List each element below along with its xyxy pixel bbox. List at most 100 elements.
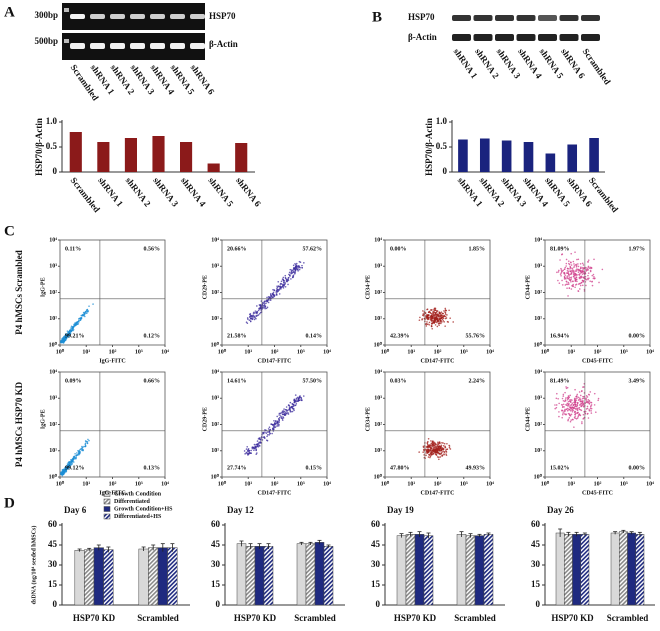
event-dot [432,445,435,448]
event-dot [422,314,424,317]
event-dot [582,386,585,388]
y-tick-label: 10² [374,422,382,428]
y-axis-label: IgG-PE [40,277,46,297]
event-dot [571,269,574,271]
event-dot [87,438,89,441]
bar [69,132,82,172]
plot-frame [544,371,651,478]
event-dot [576,407,578,410]
event-dot [63,468,65,471]
x-tick-label: 10⁰ [541,348,550,355]
event-dot [589,406,592,408]
bar [207,163,220,172]
x-axis-label: CD147-FITC [258,358,292,364]
event-dot [445,451,448,453]
event-dot [571,406,574,409]
event-dot [433,313,435,316]
bar [263,546,274,606]
event-dot [276,285,278,287]
event-dot [567,419,569,422]
x-tick-label: shRNA 1 [96,175,125,209]
event-dot [436,310,438,312]
x-tick-label: shRNA 4 [179,175,208,209]
event-dot [273,289,276,292]
event-dot [564,266,567,269]
bar [323,546,334,606]
event-dot [69,332,71,335]
event-dot [572,271,575,274]
event-dot [65,468,68,471]
event-dot [558,411,560,413]
event-dot [581,422,583,425]
event-dot [276,286,279,289]
event-dot [443,451,446,453]
event-dot [432,449,434,452]
event-dot [276,422,278,425]
x-tick-label: 10⁰ [541,480,550,487]
event-dot [282,413,285,416]
chart-title: Day 19 [387,505,414,515]
event-dot [578,398,580,401]
event-dot [593,275,595,278]
event-dot [574,273,577,275]
event-dot [68,330,71,332]
y-tick-label: 45 [211,539,221,549]
x-axis-label: CD147-FITC [258,490,292,496]
event-dot [428,323,431,326]
legend-swatch [103,498,111,505]
x-tick-label: 10⁴ [486,349,494,355]
event-dot [427,450,430,452]
event-dot [68,462,71,465]
event-dot [566,281,568,283]
event-dot [571,409,573,411]
event-dot [574,286,576,289]
event-dot [286,409,288,412]
event-dot [569,273,572,276]
quadrant-percent: 0.56% [144,246,161,252]
event-dot [560,272,563,274]
legend-label: Differentiated+HS [114,514,162,520]
event-dot [438,324,440,327]
event-dot [248,319,251,322]
y-tick-label: 0 [216,599,221,609]
event-dot [581,284,584,287]
event-dot [566,287,568,289]
event-dot [423,313,425,316]
y-tick-label: 30 [48,559,58,569]
y-tick-label: 60 [531,519,541,529]
bar [627,532,636,606]
event-dot [272,427,275,429]
y-tick-label: 10² [49,290,57,296]
event-dot [277,280,280,283]
event-dot [291,410,294,413]
quadrant-percent: 0.03% [390,378,407,384]
event-dot [295,398,297,401]
x-tick-label: Scrambled [454,613,496,623]
x-tick-label: 10³ [135,349,143,355]
marker-label: 500bp [34,36,58,46]
event-dot [279,415,282,417]
quadrant-percent: 1.85% [469,246,486,252]
event-dot [70,327,72,329]
event-dot [571,399,573,401]
x-tick-label: 10⁰ [218,480,227,487]
lane-label: Scrambled [581,47,613,87]
event-dot [426,441,429,444]
event-dot [561,253,564,255]
chart-title: Day 26 [547,505,574,515]
gel-band [130,43,145,49]
event-dot [67,333,70,336]
quadrant-percent: 0.00% [629,333,646,339]
event-dot [294,262,296,265]
event-dot [561,270,563,273]
event-dot [61,340,63,342]
event-dot [427,318,430,321]
event-dot [282,411,285,414]
x-tick-label: shRNA 5 [206,175,235,209]
y-tick-label: 10¹ [374,316,382,322]
y-tick-label: 15 [531,579,541,589]
event-dot [280,283,283,285]
event-dot [576,404,578,406]
event-dot [440,322,442,325]
event-dot [292,270,295,273]
